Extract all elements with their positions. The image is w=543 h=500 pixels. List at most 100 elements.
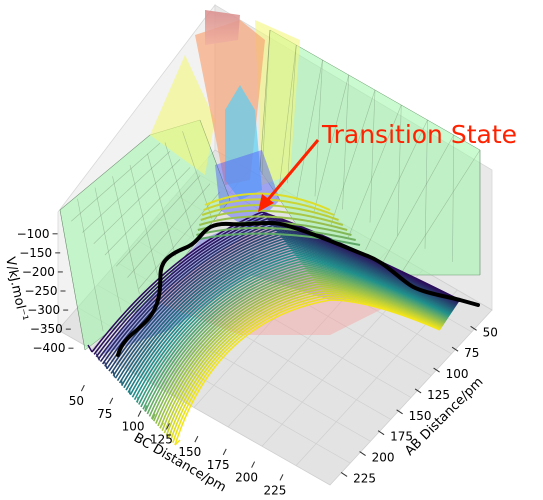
mesh-line bbox=[452, 134, 455, 262]
mesh-line bbox=[296, 59, 323, 201]
y-tick-label: 225 bbox=[264, 483, 287, 497]
mesh-line bbox=[59, 209, 86, 351]
contour-line bbox=[144, 405, 148, 412]
x-tick-label: 125 bbox=[427, 388, 450, 402]
y-tick-label: 50 bbox=[69, 394, 84, 408]
contour-line bbox=[172, 296, 441, 443]
contour-line bbox=[131, 254, 451, 398]
mesh-line bbox=[77, 198, 104, 332]
contour-line bbox=[198, 215, 348, 231]
transition-state-arrow bbox=[264, 139, 320, 203]
contour-line bbox=[99, 220, 459, 363]
contour-line bbox=[144, 267, 448, 412]
y-tick-mark bbox=[109, 397, 114, 405]
z-tick-label: −300 bbox=[27, 303, 60, 317]
x-tick-mark bbox=[451, 346, 459, 352]
y-tick-mark bbox=[279, 474, 284, 481]
contour-line bbox=[110, 231, 456, 374]
y-tick-label: 200 bbox=[235, 471, 258, 485]
mesh-line bbox=[149, 199, 231, 301]
y-tick-label: 125 bbox=[150, 432, 173, 446]
contour-line bbox=[121, 242, 454, 386]
contour-line bbox=[120, 379, 123, 386]
mesh-line bbox=[129, 164, 158, 276]
mesh-line bbox=[59, 134, 151, 211]
y-tick-label: 75 bbox=[97, 407, 112, 421]
mesh-line bbox=[104, 167, 191, 256]
z-tick-label: −200 bbox=[22, 265, 55, 279]
contour-line bbox=[159, 283, 444, 429]
contour-line bbox=[204, 192, 331, 211]
contour-line bbox=[165, 290, 443, 436]
contour-line bbox=[155, 278, 445, 424]
mesh-line bbox=[82, 151, 171, 233]
axis-ticks: 50 75 100 125 150 175 200 225 50 75 100 125 150 175 20… bbox=[17, 227, 498, 498]
mesh-line bbox=[314, 59, 323, 197]
mesh-line bbox=[287, 44, 297, 184]
contour-line bbox=[150, 274, 446, 420]
y-tick-mark bbox=[194, 435, 199, 443]
y-tick-mark bbox=[251, 461, 256, 468]
transition-state-arrowhead bbox=[258, 194, 274, 212]
x-tick-label: 200 bbox=[372, 451, 395, 465]
mesh-line bbox=[127, 183, 211, 278]
mesh-line bbox=[342, 74, 350, 210]
mesh-line bbox=[399, 149, 481, 276]
contour-line bbox=[104, 362, 108, 370]
contour-line bbox=[151, 413, 156, 420]
mesh-line bbox=[259, 29, 271, 171]
z-tick-label: −400 bbox=[33, 341, 66, 355]
surface-sheet-yellow-right bbox=[255, 20, 300, 185]
mesh-line bbox=[347, 104, 402, 238]
contour-line bbox=[169, 294, 442, 441]
surface-sheet-yellow-left bbox=[150, 55, 215, 175]
contour-line bbox=[174, 299, 441, 446]
y-tick-mark bbox=[137, 410, 142, 417]
contour-line bbox=[116, 238, 455, 382]
x-tick-mark bbox=[340, 472, 348, 477]
mesh-line bbox=[397, 104, 402, 236]
contour-line bbox=[87, 344, 93, 353]
y-tick-mark bbox=[80, 384, 85, 392]
x-tick-label: 50 bbox=[483, 325, 498, 339]
mesh-line bbox=[369, 89, 376, 223]
contour-line bbox=[135, 258, 450, 403]
x-tick-label: 150 bbox=[409, 409, 432, 423]
contour-line bbox=[167, 292, 442, 439]
trajectory-line bbox=[116, 221, 480, 357]
x-tick-label: 75 bbox=[464, 346, 479, 360]
contour-line bbox=[166, 430, 173, 437]
contour-line bbox=[148, 272, 447, 417]
contour-line bbox=[140, 263, 449, 408]
mesh-line bbox=[330, 89, 376, 226]
y-tick-label: 150 bbox=[178, 445, 201, 459]
contour-line bbox=[95, 353, 101, 361]
mesh-line bbox=[71, 142, 161, 222]
contour-line bbox=[136, 396, 139, 403]
surface-mesh bbox=[59, 29, 481, 351]
x-tick-label: 225 bbox=[353, 471, 376, 485]
contour-line bbox=[125, 247, 453, 391]
x-tick-mark bbox=[396, 409, 403, 415]
contour-line bbox=[138, 260, 450, 405]
x-tick-label: 100 bbox=[446, 367, 469, 381]
contour-line bbox=[114, 235, 455, 379]
surface-sheet-red bbox=[205, 10, 240, 45]
contour-line bbox=[133, 256, 451, 401]
z-tick-label: −150 bbox=[19, 246, 52, 260]
contour-line bbox=[163, 287, 443, 434]
contour-line bbox=[157, 281, 445, 427]
x-tick-mark bbox=[414, 388, 422, 394]
contour-line bbox=[146, 269, 448, 415]
y-tick-label: 175 bbox=[207, 458, 230, 472]
mesh-line bbox=[199, 119, 231, 201]
contour-line bbox=[159, 422, 164, 429]
contour-line bbox=[123, 245, 453, 389]
contour-line bbox=[200, 209, 344, 226]
mesh-line bbox=[94, 187, 122, 313]
contour-line bbox=[174, 439, 181, 446]
y-tick-mark bbox=[222, 448, 227, 456]
mesh-line bbox=[424, 119, 428, 249]
